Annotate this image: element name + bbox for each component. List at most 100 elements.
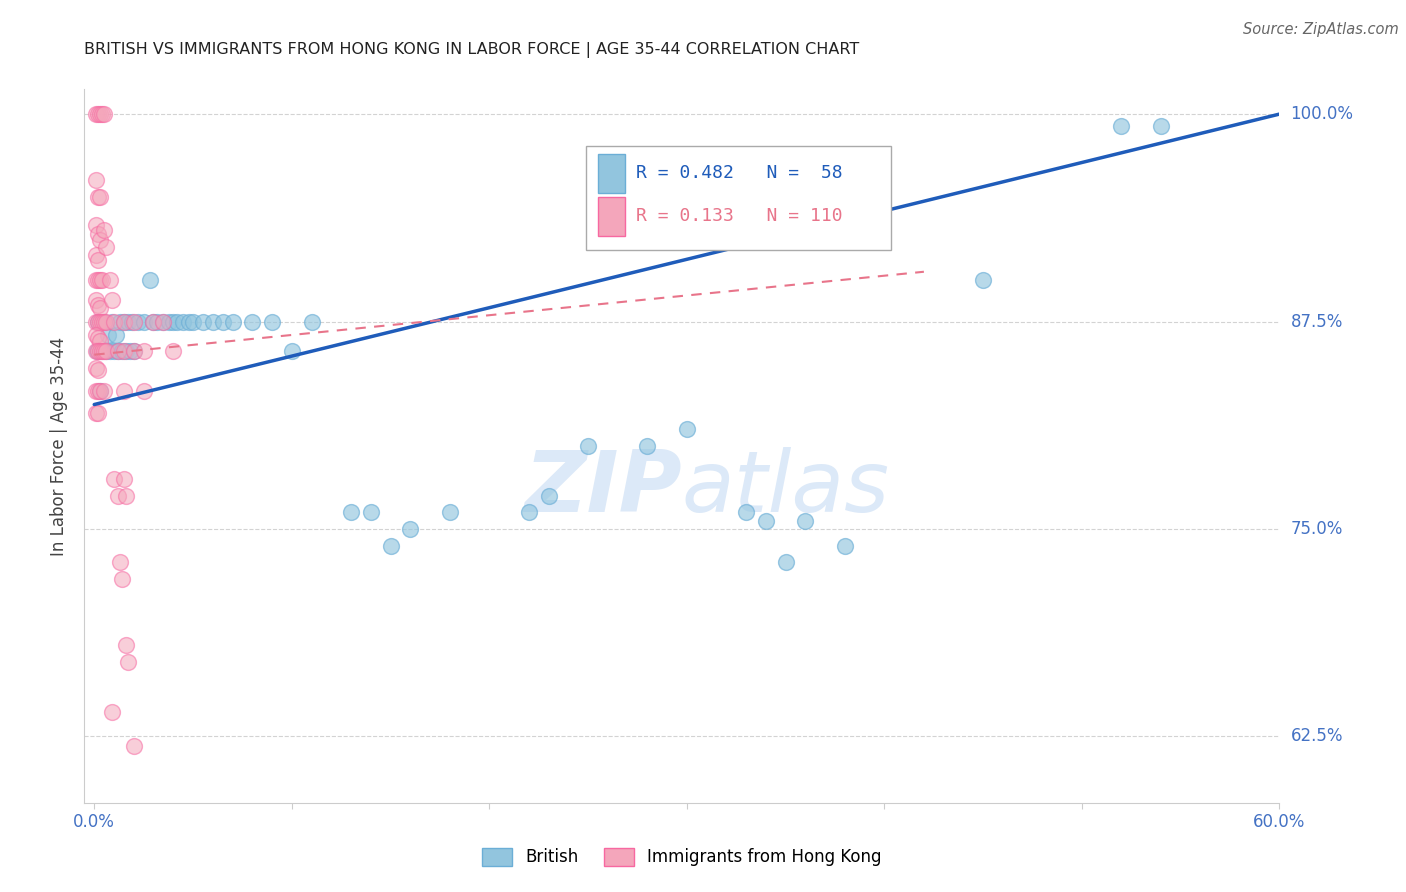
Point bbox=[166, 314, 188, 328]
Point bbox=[107, 489, 129, 503]
Point bbox=[87, 227, 110, 241]
Text: Source: ZipAtlas.com: Source: ZipAtlas.com bbox=[1243, 22, 1399, 37]
Point bbox=[89, 344, 111, 359]
Point bbox=[84, 344, 107, 359]
Point bbox=[122, 344, 145, 359]
Legend: British, Immigrants from Hong Kong: British, Immigrants from Hong Kong bbox=[475, 841, 889, 873]
Point bbox=[84, 173, 107, 187]
Point bbox=[775, 555, 797, 569]
Point bbox=[87, 107, 110, 121]
Point bbox=[162, 344, 184, 359]
Point bbox=[87, 384, 110, 399]
Point bbox=[94, 344, 117, 359]
Point bbox=[84, 293, 107, 307]
Point bbox=[84, 361, 107, 376]
Point bbox=[537, 489, 560, 503]
Point bbox=[399, 522, 422, 536]
Point bbox=[111, 344, 134, 359]
Point bbox=[152, 314, 174, 328]
Point bbox=[157, 314, 180, 328]
Point bbox=[115, 344, 138, 359]
Point bbox=[89, 384, 111, 399]
Point bbox=[121, 314, 143, 328]
Point bbox=[972, 273, 994, 287]
Point bbox=[97, 327, 120, 342]
Text: 87.5%: 87.5% bbox=[1291, 312, 1343, 331]
Point bbox=[794, 514, 817, 528]
Point bbox=[676, 422, 699, 436]
Point bbox=[115, 638, 138, 652]
Point bbox=[112, 384, 135, 399]
Point bbox=[98, 344, 121, 359]
Point bbox=[340, 505, 363, 519]
Point bbox=[91, 273, 114, 287]
Point bbox=[115, 489, 138, 503]
Point bbox=[101, 314, 124, 328]
Point bbox=[94, 314, 117, 328]
Point bbox=[172, 314, 194, 328]
Point bbox=[162, 314, 184, 328]
Point bbox=[112, 314, 135, 328]
Point bbox=[576, 439, 599, 453]
Point bbox=[87, 190, 110, 204]
Point bbox=[112, 344, 135, 359]
Point bbox=[98, 273, 121, 287]
Point bbox=[93, 314, 115, 328]
Point bbox=[87, 406, 110, 420]
Point bbox=[86, 344, 108, 359]
Point bbox=[122, 739, 145, 754]
Point bbox=[181, 314, 204, 328]
Point bbox=[84, 314, 107, 328]
Point bbox=[142, 314, 165, 328]
Text: R = 0.482   N =  58: R = 0.482 N = 58 bbox=[637, 164, 844, 182]
Point bbox=[1150, 119, 1173, 133]
Point bbox=[94, 240, 117, 254]
Point bbox=[93, 384, 115, 399]
Point bbox=[122, 314, 145, 328]
Point bbox=[93, 344, 115, 359]
Point bbox=[439, 505, 461, 519]
Point bbox=[1111, 119, 1133, 133]
Point bbox=[301, 314, 323, 328]
Point bbox=[84, 384, 107, 399]
Point bbox=[107, 344, 129, 359]
Point bbox=[117, 655, 139, 669]
Point bbox=[87, 253, 110, 268]
Point bbox=[834, 539, 856, 553]
Bar bbox=[599, 153, 624, 193]
Point bbox=[87, 344, 110, 359]
Point bbox=[240, 314, 263, 328]
Point bbox=[146, 314, 169, 328]
Point bbox=[142, 314, 165, 328]
Point bbox=[89, 273, 111, 287]
Point bbox=[87, 314, 110, 328]
Point bbox=[84, 406, 107, 420]
Point bbox=[152, 314, 174, 328]
Point bbox=[101, 705, 124, 719]
Text: atlas: atlas bbox=[682, 447, 890, 531]
Text: 75.0%: 75.0% bbox=[1291, 520, 1343, 538]
Point bbox=[260, 314, 283, 328]
Point bbox=[87, 273, 110, 287]
Point bbox=[636, 439, 658, 453]
Y-axis label: In Labor Force | Age 35-44: In Labor Force | Age 35-44 bbox=[51, 336, 69, 556]
Point bbox=[221, 314, 243, 328]
Point bbox=[201, 314, 224, 328]
Point bbox=[101, 293, 124, 307]
Point bbox=[281, 344, 304, 359]
Point bbox=[84, 219, 107, 233]
Point bbox=[87, 362, 110, 376]
Point bbox=[93, 223, 115, 237]
Point bbox=[103, 472, 125, 486]
Point bbox=[93, 107, 115, 121]
Point bbox=[87, 331, 110, 345]
Point bbox=[108, 555, 131, 569]
Point bbox=[89, 384, 111, 399]
Point bbox=[94, 344, 117, 359]
Point bbox=[211, 314, 233, 328]
Point bbox=[89, 314, 111, 328]
Point bbox=[112, 472, 135, 486]
Point bbox=[89, 334, 111, 349]
Point bbox=[380, 539, 402, 553]
Point bbox=[517, 505, 540, 519]
